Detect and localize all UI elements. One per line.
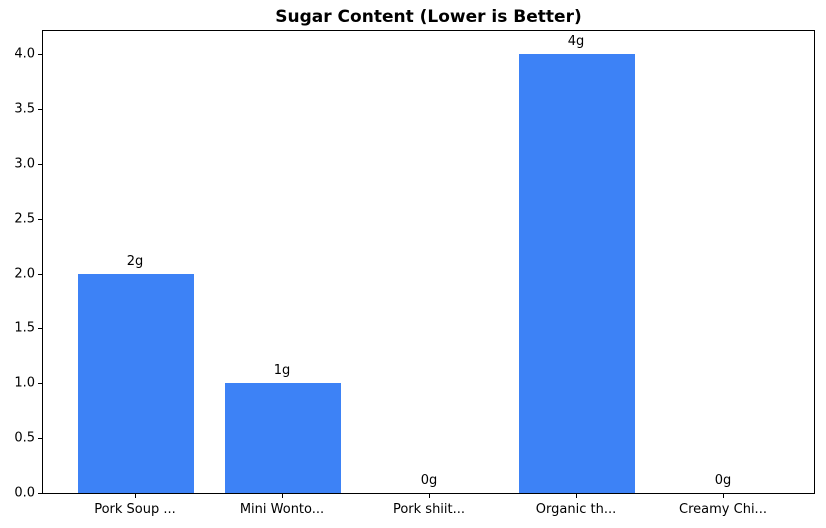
y-tick-label: 3.0: [14, 156, 35, 172]
bar: [78, 274, 194, 493]
x-tick-mark: [723, 494, 724, 498]
x-tick-label: Organic th...: [535, 502, 617, 517]
bar: [519, 54, 635, 493]
y-tick-mark: [38, 109, 42, 110]
y-tick-label: 2.0: [14, 266, 35, 282]
x-tick-mark: [429, 494, 430, 498]
bar-value-label: 0g: [714, 473, 732, 488]
bar-value-label: 2g: [126, 254, 144, 269]
x-tick-label: Creamy Chi...: [679, 502, 767, 517]
plot-area: [42, 30, 815, 494]
y-tick-mark: [38, 274, 42, 275]
y-tick-mark: [38, 219, 42, 220]
x-tick-mark: [135, 494, 136, 498]
y-tick-mark: [38, 164, 42, 165]
y-tick-mark: [38, 493, 42, 494]
x-tick-mark: [282, 494, 283, 498]
x-tick-mark: [576, 494, 577, 498]
y-tick-label: 3.5: [14, 101, 35, 117]
y-tick-label: 0.0: [14, 485, 35, 501]
x-tick-label: Pork Soup ...: [94, 502, 176, 517]
y-tick-mark: [38, 328, 42, 329]
y-tick-label: 1.5: [14, 320, 35, 336]
bar-value-label: 4g: [567, 34, 585, 49]
x-tick-label: Pork shiit...: [392, 502, 466, 517]
y-tick-label: 2.5: [14, 211, 35, 227]
x-tick-label: Mini Wonto...: [239, 502, 325, 517]
chart-title: Sugar Content (Lower is Better): [275, 7, 582, 27]
bar-value-label: 1g: [273, 363, 291, 378]
bar: [225, 383, 341, 493]
y-tick-label: 1.0: [14, 375, 35, 391]
y-tick-label: 4.0: [14, 46, 35, 62]
y-tick-label: 0.5: [14, 430, 35, 446]
y-tick-mark: [38, 54, 42, 55]
y-tick-mark: [38, 438, 42, 439]
bar-value-label: 0g: [420, 473, 438, 488]
y-tick-mark: [38, 383, 42, 384]
